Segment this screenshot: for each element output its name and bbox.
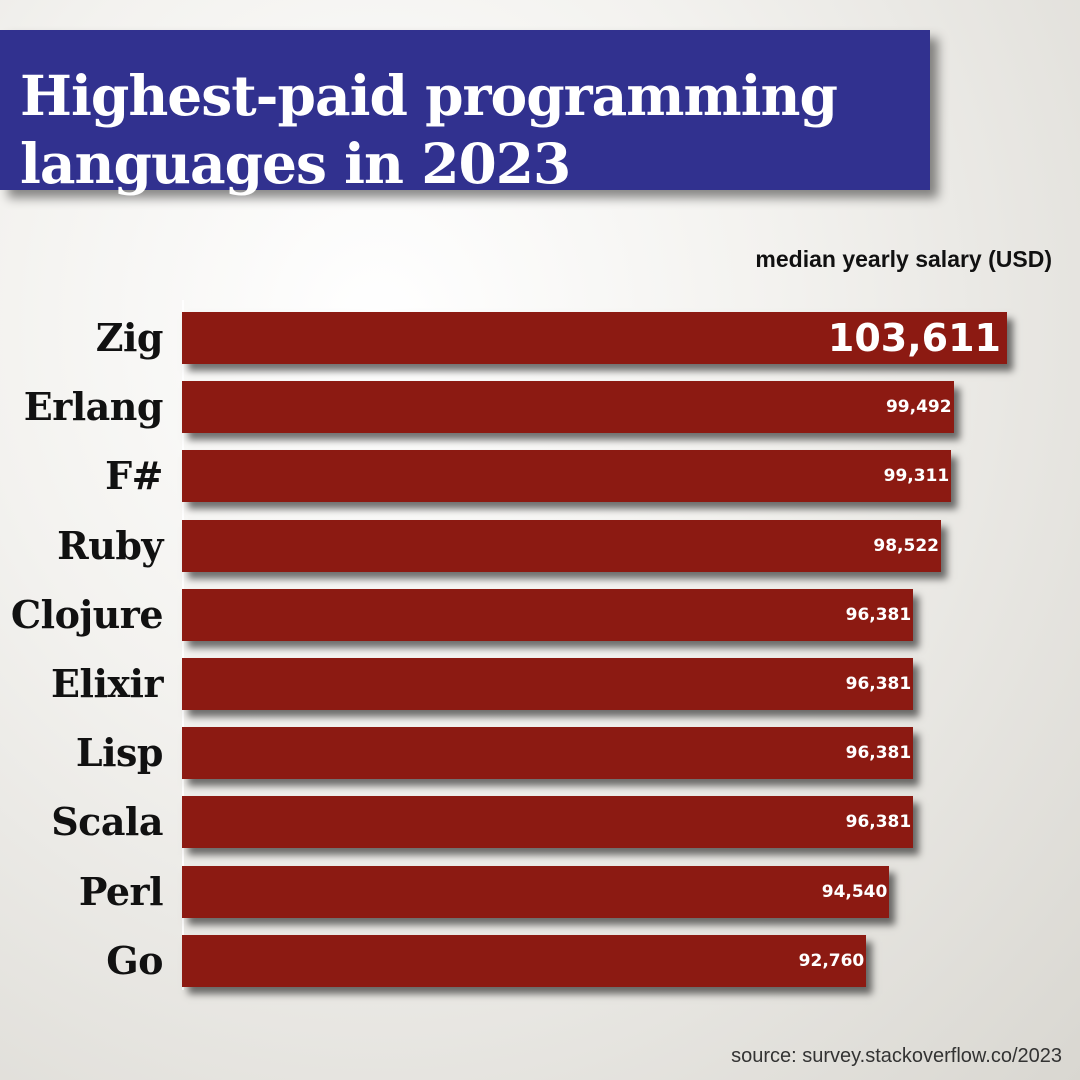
source-note: source: survey.stackoverflow.co/2023 xyxy=(731,1045,1062,1067)
bar: 98,522 xyxy=(182,519,941,572)
value-label: 96,381 xyxy=(845,674,912,694)
value-label: 103,611 xyxy=(827,316,1001,360)
bar-row: Perl 94,540 xyxy=(0,865,1080,918)
bar: 99,311 xyxy=(182,450,952,503)
category-label: Scala xyxy=(51,799,163,845)
bar: 99,492 xyxy=(182,381,954,434)
category-label: F# xyxy=(105,453,163,499)
bar-row: Elixir 96,381 xyxy=(0,658,1080,710)
category-label: Go xyxy=(106,937,163,983)
bar: 94,540 xyxy=(182,865,890,918)
bar: 96,381 xyxy=(182,658,914,710)
category-label: Perl xyxy=(78,868,164,914)
bar: 96,381 xyxy=(182,727,914,780)
bar-row: F# 99,311 xyxy=(0,450,1080,503)
units-label: median yearly salary (USD) xyxy=(755,246,1052,272)
bar: 103,611 xyxy=(182,312,1007,364)
bar-row: Erlang 99,492 xyxy=(0,381,1080,434)
bar: 96,381 xyxy=(182,588,914,641)
value-label: 94,540 xyxy=(821,881,888,902)
bar-row: Zig 103,611 xyxy=(0,312,1080,364)
bar-row: Scala 96,381 xyxy=(0,796,1080,849)
category-label: Ruby xyxy=(57,522,163,568)
value-label: 98,522 xyxy=(873,535,939,556)
category-label: Clojure xyxy=(10,591,164,637)
title-banner: Highest-paid programming languages in 20… xyxy=(0,30,930,196)
value-label: 92,760 xyxy=(798,950,865,971)
category-label: Erlang xyxy=(23,384,164,430)
value-label: 96,381 xyxy=(845,812,912,833)
value-label: 96,381 xyxy=(845,743,912,764)
value-label: 96,381 xyxy=(845,604,912,625)
bar-row: Lisp 96,381 xyxy=(0,727,1080,780)
bar: 96,381 xyxy=(182,796,914,849)
category-label: Lisp xyxy=(75,730,164,776)
axis-line xyxy=(182,300,184,990)
chart-title: Highest-paid programming languages in 20… xyxy=(20,63,838,196)
value-label: 99,311 xyxy=(883,466,950,487)
category-label: Elixir xyxy=(51,661,163,706)
bar-row: Clojure 96,381 xyxy=(0,588,1080,641)
bar: 92,760 xyxy=(182,934,867,987)
bar-row: Ruby 98,522 xyxy=(0,519,1080,572)
value-label: 99,492 xyxy=(885,397,952,418)
bar-row: Go 92,760 xyxy=(0,934,1080,987)
category-label: Zig xyxy=(95,315,164,360)
